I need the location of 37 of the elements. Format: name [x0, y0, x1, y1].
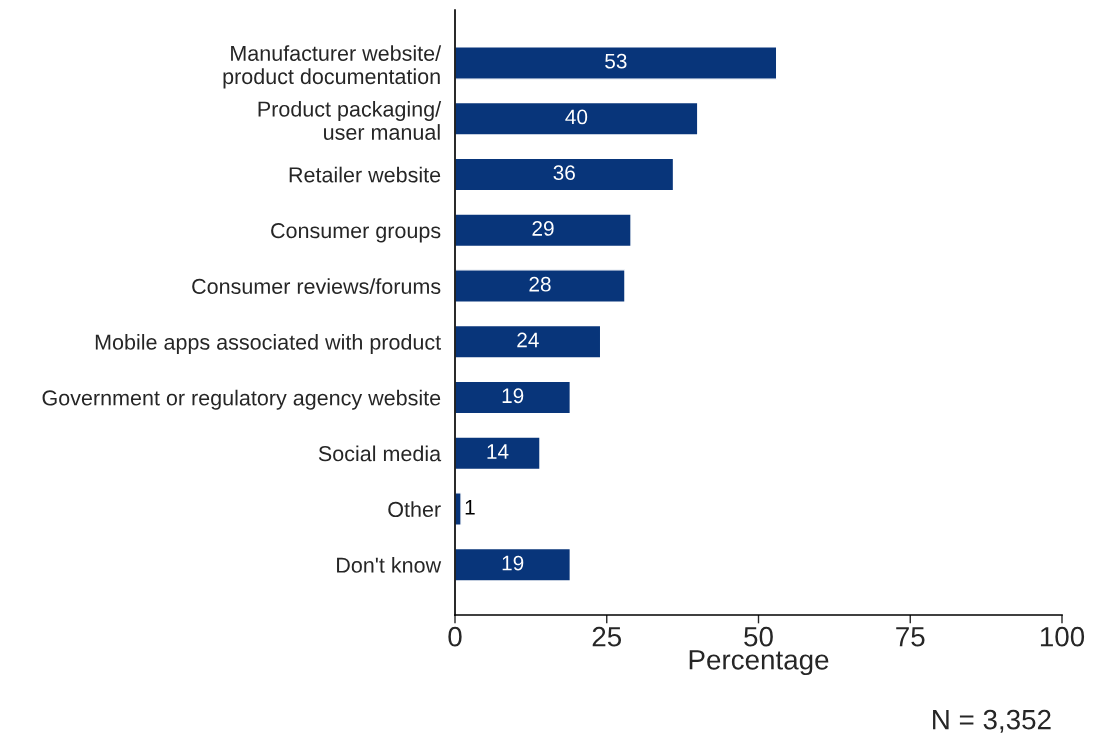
bar	[455, 269, 626, 303]
x-axis-title: Percentage	[689, 650, 829, 676]
y-tick-label: Government or regulatory agency website	[42, 389, 441, 410]
bar	[455, 324, 602, 359]
data-label: 14	[487, 444, 509, 459]
y-tick-label: Social media	[318, 445, 442, 462]
bar	[455, 213, 632, 248]
x-tick-label: 25	[592, 626, 622, 647]
data-label: 24	[517, 332, 539, 348]
x-tick-label: 75	[896, 627, 925, 647]
bar	[455, 101, 699, 136]
y-tick-label: Consumer groups	[271, 223, 441, 243]
data-label: 29	[532, 221, 554, 236]
data-label: 19	[502, 388, 524, 404]
y-tick-label: Mobile apps associated with product	[95, 333, 441, 355]
data-label: 40	[565, 109, 588, 125]
data-label: 19	[502, 555, 524, 571]
y-tick-label: Product packaging/ user manual	[258, 100, 442, 140]
y-tick-label: Manufacturer website/ product documentation	[223, 45, 442, 89]
data-label: 1	[465, 500, 475, 515]
data-label: 53	[605, 53, 627, 69]
bar	[455, 380, 572, 415]
y-tick-label: Consumer reviews/forums	[192, 278, 441, 295]
x-tick-label: 50	[744, 626, 773, 647]
data-label: 28	[529, 276, 551, 292]
text: N = 3,352	[933, 709, 1051, 733]
x-tick-label: 0	[448, 626, 462, 647]
y-tick-label: Other	[388, 501, 441, 518]
bar	[455, 436, 541, 471]
bar	[455, 492, 462, 526]
y-tick-label: Don't know	[337, 557, 442, 573]
bar	[455, 157, 675, 192]
x-tick-label: 100	[1040, 626, 1085, 647]
bar	[455, 547, 572, 582]
bar	[455, 46, 778, 80]
data-label: 36	[553, 165, 575, 181]
y-tick-label: Retailer website	[289, 166, 441, 183]
